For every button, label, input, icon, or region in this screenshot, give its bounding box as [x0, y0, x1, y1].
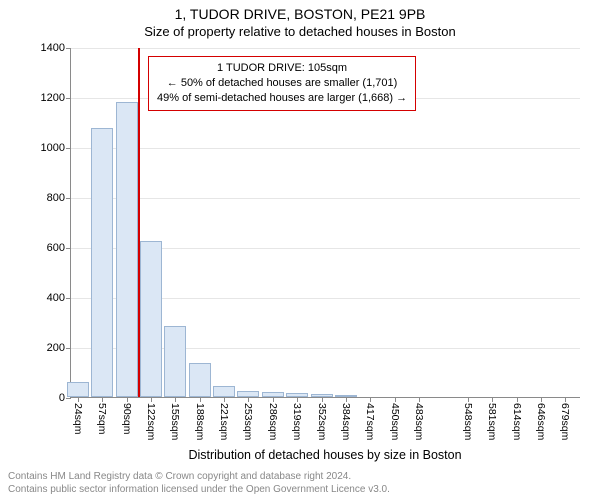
xtick-mark — [541, 397, 542, 402]
ytick-mark — [66, 248, 71, 249]
ytick-mark — [66, 348, 71, 349]
ytick-mark — [66, 398, 71, 399]
xtick-label: 450sqm — [389, 403, 401, 440]
histogram-bar — [213, 386, 235, 397]
histogram-bar — [67, 382, 89, 397]
legend-line-3: 49% of semi-detached houses are larger (… — [157, 91, 407, 106]
xtick-label: 417sqm — [364, 403, 376, 440]
marker-line — [138, 48, 140, 397]
xtick-mark — [78, 397, 79, 402]
ytick-mark — [66, 148, 71, 149]
ytick-mark — [66, 298, 71, 299]
ytick-mark — [66, 98, 71, 99]
histogram-bar — [116, 102, 138, 397]
xtick-mark — [127, 397, 128, 402]
chart-title: 1, TUDOR DRIVE, BOSTON, PE21 9PB — [0, 0, 600, 22]
xtick-label: 548sqm — [462, 403, 474, 440]
gridline — [71, 48, 580, 49]
chart-container: 1, TUDOR DRIVE, BOSTON, PE21 9PB Size of… — [0, 0, 600, 500]
xtick-label: 90sqm — [121, 403, 133, 435]
legend-line-1: 1 TUDOR DRIVE: 105sqm — [157, 61, 407, 76]
x-axis-label: Distribution of detached houses by size … — [70, 448, 580, 462]
footer: Contains HM Land Registry data © Crown c… — [8, 471, 390, 496]
xtick-mark — [151, 397, 152, 402]
xtick-mark — [370, 397, 371, 402]
xtick-label: 188sqm — [194, 403, 206, 440]
chart-subtitle: Size of property relative to detached ho… — [0, 22, 600, 39]
xtick-mark — [248, 397, 249, 402]
xtick-label: 57sqm — [96, 403, 108, 435]
xtick-label: 155sqm — [169, 403, 181, 440]
histogram-bar — [164, 326, 186, 397]
xtick-label: 122sqm — [145, 403, 157, 440]
xtick-label: 384sqm — [340, 403, 352, 440]
gridline — [71, 148, 580, 149]
ytick-mark — [66, 198, 71, 199]
xtick-label: 614sqm — [511, 403, 523, 440]
xtick-mark — [200, 397, 201, 402]
histogram-bar — [189, 363, 211, 397]
histogram-bar — [140, 241, 162, 397]
legend-box: 1 TUDOR DRIVE: 105sqm ← 50% of detached … — [148, 56, 416, 111]
xtick-mark — [492, 397, 493, 402]
xtick-label: 352sqm — [316, 403, 328, 440]
xtick-mark — [224, 397, 225, 402]
xtick-label: 286sqm — [267, 403, 279, 440]
xtick-mark — [419, 397, 420, 402]
xtick-label: 24sqm — [72, 403, 84, 435]
xtick-mark — [395, 397, 396, 402]
xtick-label: 483sqm — [413, 403, 425, 440]
xtick-label: 221sqm — [218, 403, 230, 440]
plot-area: 020040060080010001200140024sqm57sqm90sqm… — [70, 48, 580, 398]
histogram-bar — [91, 128, 113, 397]
xtick-mark — [468, 397, 469, 402]
xtick-label: 253sqm — [242, 403, 254, 440]
gridline — [71, 198, 580, 199]
xtick-mark — [346, 397, 347, 402]
xtick-label: 581sqm — [486, 403, 498, 440]
ytick-mark — [66, 48, 71, 49]
xtick-mark — [102, 397, 103, 402]
xtick-mark — [297, 397, 298, 402]
xtick-mark — [273, 397, 274, 402]
xtick-mark — [565, 397, 566, 402]
xtick-mark — [322, 397, 323, 402]
footer-line-1: Contains HM Land Registry data © Crown c… — [8, 471, 390, 484]
xtick-mark — [517, 397, 518, 402]
xtick-mark — [175, 397, 176, 402]
xtick-label: 679sqm — [559, 403, 571, 440]
legend-line-2: ← 50% of detached houses are smaller (1,… — [157, 76, 407, 91]
xtick-label: 319sqm — [291, 403, 303, 440]
footer-line-2: Contains public sector information licen… — [8, 484, 390, 497]
xtick-label: 646sqm — [535, 403, 547, 440]
